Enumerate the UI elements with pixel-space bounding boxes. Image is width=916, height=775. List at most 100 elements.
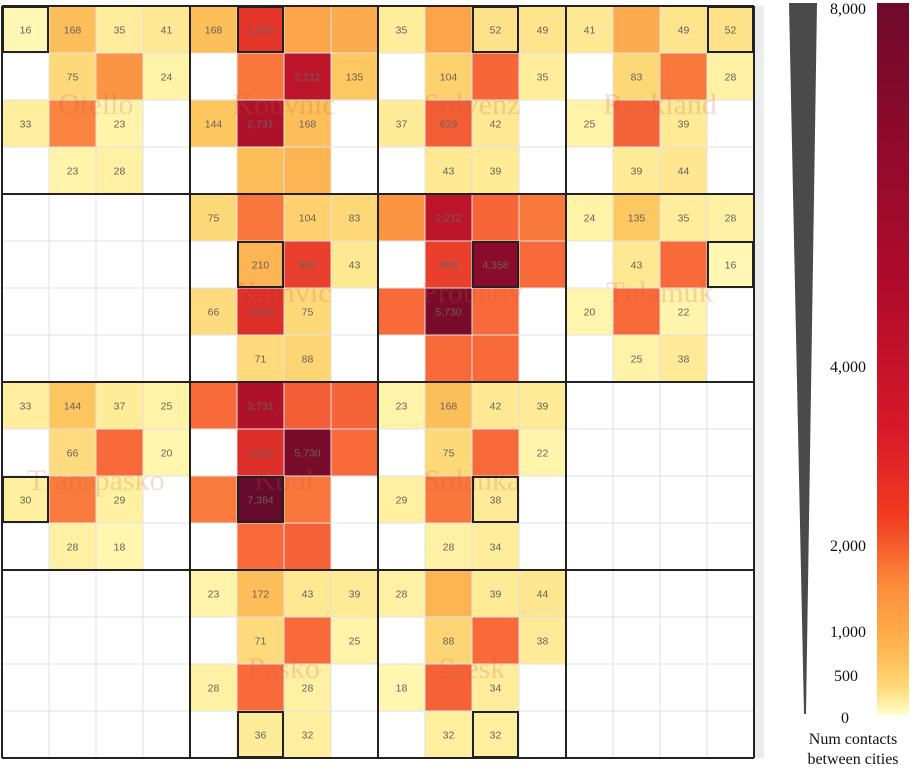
heatmap-cell [424,193,473,242]
heatmap-cell [659,428,708,477]
heatmap-cell [612,616,661,665]
cell-value: 34 [490,683,502,695]
cell-value: 37 [396,119,408,131]
cell-value: 25 [161,401,173,413]
heatmap-cell [377,522,426,571]
cell-value: 903 [440,260,458,272]
heatmap-cell [565,616,614,665]
heatmap-cell [330,428,379,477]
heatmap-cell [48,287,97,336]
cell-value: 22 [678,307,690,319]
cell-value: 43 [631,260,643,272]
heatmap-cell [95,287,144,336]
heatmap-cell [330,710,379,759]
heatmap-cell [377,287,426,336]
heatmap-cell [189,146,238,195]
cell-value: 35 [678,213,690,225]
cell-value: 35 [537,72,549,84]
cell-value: 75 [208,213,220,225]
cell-value: 38 [537,636,549,648]
cell-value: 34 [490,542,502,554]
cell-value: 38 [490,495,502,507]
cell-value: 41 [584,25,596,37]
heatmap-cell [377,146,426,195]
cell-value: 49 [537,25,549,37]
heatmap-cell [142,475,191,524]
cell-value: 23 [67,166,79,178]
heatmap-cell [236,193,285,242]
heatmap-cell [706,569,755,618]
heatmap-cell [142,381,191,430]
heatmap-cell [236,428,285,477]
city-label: Ryzkland [603,88,717,121]
heatmap-cell [424,334,473,383]
scale-tick-8000: 8,000 [830,1,866,18]
heatmap-cell [189,710,238,759]
heatmap-cell [48,334,97,383]
cell-value: 39 [349,589,361,601]
heatmap-cell [612,5,661,54]
heatmap-cell [424,663,473,712]
cell-value: 24 [161,72,173,84]
highlighted-cell-outline [707,241,754,288]
highlighted-cell-outline [2,476,49,523]
heatmap-cell [95,334,144,383]
heatmap-cell [518,522,567,571]
heatmap-cell [565,522,614,571]
cell-value: 42 [490,401,502,413]
heatmap-cell [377,475,426,524]
cell-value: 71 [255,354,267,366]
heatmap-cell [518,240,567,289]
cell-value: 29 [396,495,408,507]
heatmap-cell [706,616,755,665]
heatmap-cell [706,287,755,336]
heatmap-cell [377,428,426,477]
heatmap-cell [565,663,614,712]
heatmap-cell [1,287,50,336]
heatmap-cell [565,5,614,54]
cell-value: 23 [396,401,408,413]
highlighted-cell-outline [472,6,519,53]
cell-value: 43 [443,166,455,178]
heatmap-cell [565,334,614,383]
heatmap-cell [283,569,332,618]
cell-value: 28 [725,72,737,84]
heatmap-cell [518,428,567,477]
heatmap-cell [283,99,332,148]
heatmap-cell [95,52,144,101]
cell-value: 2,731 [247,119,273,131]
city-label: Tulamuk [606,276,713,309]
scale-caption-line2: between cities [807,751,898,768]
heatmap-cell [95,663,144,712]
heatmap-cell [330,663,379,712]
cell-value: 33 [20,119,32,131]
heatmap-cell [518,475,567,524]
cell-value: 144 [205,119,223,131]
cell-value: 903 [299,260,317,272]
highlighted-cell-outline [237,6,284,53]
heatmap-cell [1,5,50,54]
heatmap-cell [377,381,426,430]
highlighted-cell-outline [707,6,754,53]
cell-value: 144 [64,401,82,413]
cell-value: 66 [67,448,79,460]
heatmap-cell [471,334,520,383]
cell-value: 75 [67,72,79,84]
cell-value: 39 [490,166,502,178]
heatmap-cell [424,428,473,477]
heatmap-cell [612,569,661,618]
cell-value: 39 [490,589,502,601]
heatmap-cell [377,52,426,101]
heatmap-cell [95,569,144,618]
heatmap-cell [706,334,755,383]
highlighted-cell-outline [472,241,519,288]
heatmap-cell [330,522,379,571]
heatmap-cell [565,193,614,242]
cell-value: 20 [584,307,596,319]
heatmap-cell [236,616,285,665]
heatmap-cell [424,5,473,54]
heatmap-cell [706,240,755,289]
cell-value: 629 [440,119,458,131]
cell-value: 88 [302,354,314,366]
heatmap-cell [95,522,144,571]
